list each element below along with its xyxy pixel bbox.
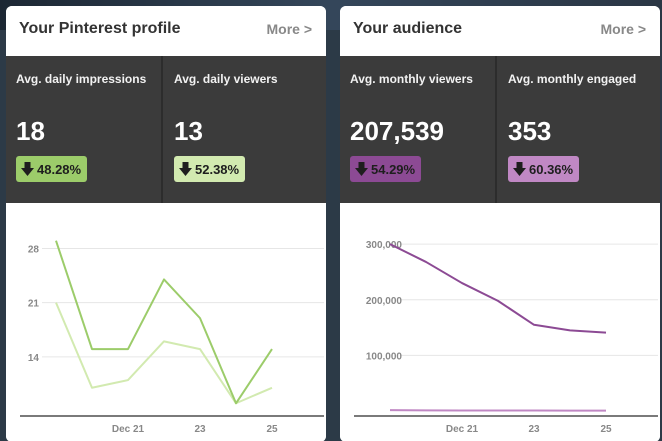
- pinterest-profile-card: Your Pinterest profile More > Avg. daily…: [6, 6, 326, 441]
- stat-avg-monthly-viewers[interactable]: Avg. monthly viewers 207,539 54.29%: [340, 56, 497, 203]
- audience-chart: 300,000 200,000 100,000 Dec 21 23 25: [340, 203, 660, 441]
- stat-value: 13: [174, 116, 203, 146]
- more-link[interactable]: More >: [600, 21, 646, 37]
- x-tick-label: 23: [194, 424, 206, 435]
- change-value: 54.29%: [371, 161, 416, 177]
- change-value: 60.36%: [529, 161, 574, 177]
- stat-value: 353: [508, 116, 552, 146]
- change-value: 48.28%: [37, 161, 82, 177]
- x-tick-label: Dec 21: [112, 424, 145, 435]
- stats-panel: Avg. monthly viewers 207,539 54.29% Avg.…: [340, 56, 660, 203]
- series-line: [55, 302, 273, 405]
- stat-label: Avg. monthly viewers: [350, 72, 473, 86]
- stat-avg-monthly-engaged[interactable]: Avg. monthly engaged 353 60.36%: [498, 56, 655, 203]
- stats-panel: Avg. daily impressions 18 48.28% Avg. da…: [6, 56, 326, 203]
- card-header: Your audience More >: [340, 6, 660, 56]
- change-badge: 48.28%: [16, 156, 88, 182]
- series-line: [389, 409, 607, 412]
- down-arrow-icon: [355, 162, 368, 176]
- card-header: Your Pinterest profile More >: [6, 6, 326, 56]
- stat-value: 18: [16, 116, 45, 146]
- y-tick-label: 300,000: [366, 240, 403, 251]
- line-chart: 300,000 200,000 100,000 Dec 21 23 25: [354, 240, 658, 435]
- audience-card: Your audience More > Avg. monthly viewer…: [340, 6, 660, 441]
- x-tick-label: Dec 21: [446, 424, 479, 435]
- y-tick-label: 14: [28, 353, 40, 364]
- line-chart: 28 21 14 Dec 21 23 25: [20, 240, 324, 435]
- card-title: Your audience: [353, 20, 463, 37]
- stat-label: Avg. monthly engaged: [508, 72, 637, 86]
- series-line: [55, 240, 273, 405]
- down-arrow-icon: [513, 162, 526, 176]
- stat-value: 207,539: [350, 116, 444, 146]
- change-badge: 54.29%: [350, 156, 422, 182]
- stat-label: Avg. daily impressions: [16, 72, 147, 86]
- stat-avg-daily-impressions[interactable]: Avg. daily impressions 18 48.28%: [6, 56, 163, 203]
- down-arrow-icon: [21, 162, 34, 176]
- stat-label: Avg. daily viewers: [174, 72, 278, 86]
- y-tick-label: 200,000: [366, 296, 403, 307]
- change-value: 52.38%: [195, 161, 240, 177]
- y-tick-label: 28: [28, 244, 40, 255]
- change-badge: 60.36%: [508, 156, 580, 182]
- down-arrow-icon: [179, 162, 192, 176]
- x-tick-label: 25: [600, 424, 612, 435]
- change-badge: 52.38%: [174, 156, 246, 182]
- series-line: [389, 243, 607, 334]
- x-tick-label: 25: [266, 424, 278, 435]
- impressions-chart: 28 21 14 Dec 21 23 25: [6, 203, 326, 441]
- more-link[interactable]: More >: [266, 21, 312, 37]
- x-tick-label: 23: [528, 424, 540, 435]
- y-tick-label: 21: [28, 299, 40, 310]
- y-tick-label: 100,000: [366, 351, 403, 362]
- stat-avg-daily-viewers[interactable]: Avg. daily viewers 13 52.38%: [164, 56, 321, 203]
- card-title: Your Pinterest profile: [19, 20, 181, 37]
